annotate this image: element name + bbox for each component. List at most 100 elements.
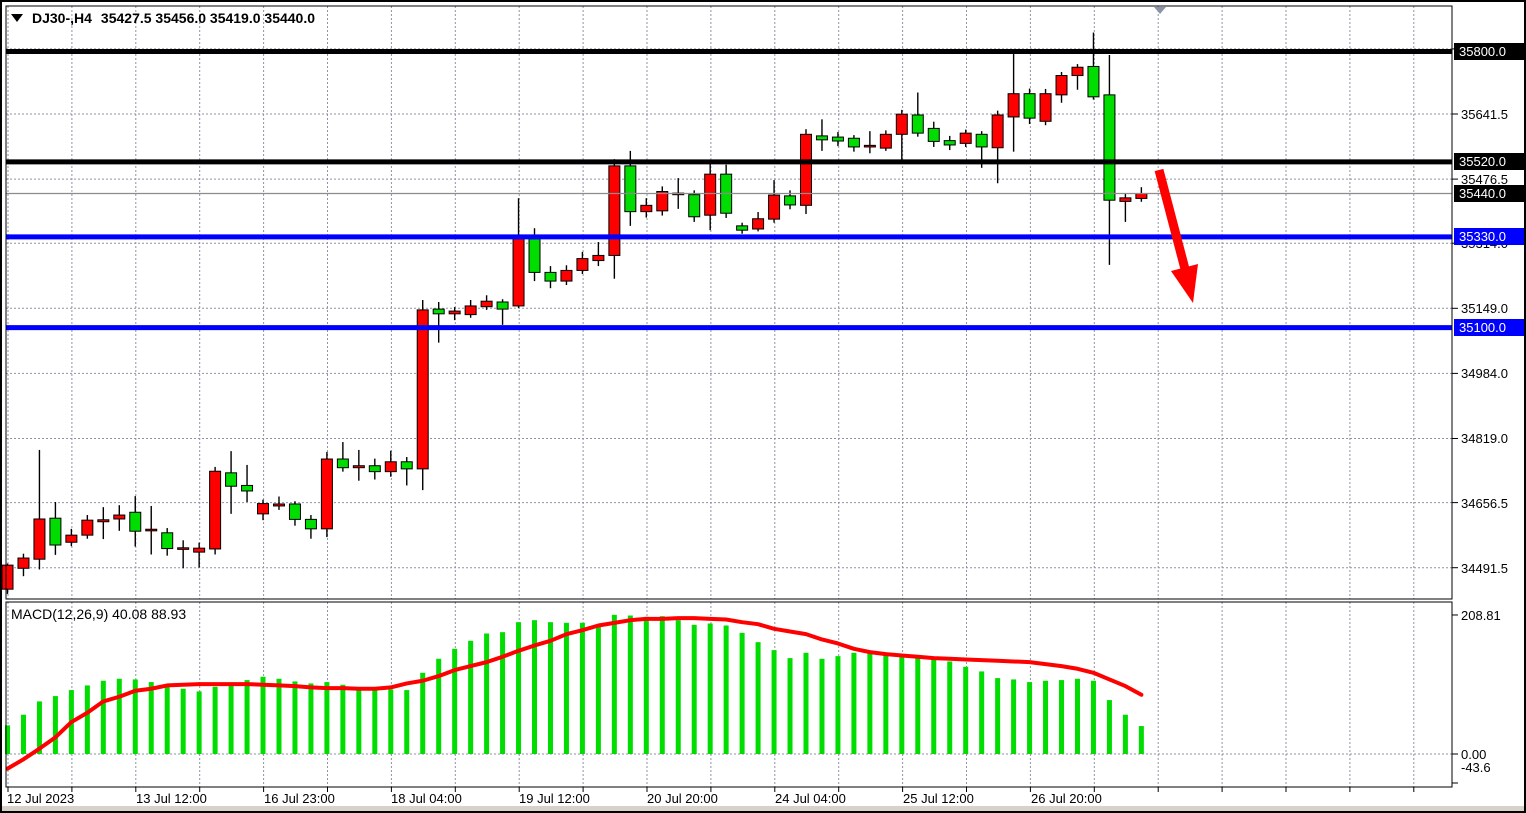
candle-up	[1119, 197, 1132, 202]
macd-histogram-bar	[1074, 678, 1080, 754]
macd-histogram-bar	[324, 682, 330, 754]
macd-histogram-bar	[20, 714, 26, 754]
candle-up	[352, 465, 365, 469]
macd-histogram-bar	[803, 652, 809, 754]
macd-histogram-bar	[1027, 682, 1033, 754]
candle-up	[879, 133, 892, 149]
macd-histogram-bar	[691, 624, 697, 754]
candle-up	[113, 514, 126, 520]
candle-down	[831, 136, 844, 142]
candle-up	[257, 503, 270, 515]
price-tick-label: 34656.5	[1461, 495, 1508, 511]
candle-up	[97, 519, 110, 523]
macd-histogram-bar	[931, 659, 937, 754]
candle-up	[863, 144, 876, 148]
price-tick-label: 34984.0	[1461, 366, 1508, 382]
macd-histogram-bar	[532, 620, 538, 754]
time-axis-label: 20 Jul 20:00	[647, 791, 718, 806]
macd-histogram-bar	[675, 620, 681, 754]
candle-up	[81, 519, 94, 536]
candle-up	[480, 300, 493, 308]
window-bottom-edge	[2, 806, 1524, 811]
candle-down	[1103, 94, 1116, 201]
macd-histogram-bar	[388, 689, 394, 754]
price-level-badge: 35440.0	[1454, 184, 1524, 202]
symbol-dropdown-triangle-icon[interactable]	[11, 14, 23, 22]
macd-histogram-bar	[867, 652, 873, 754]
chart-title: DJ30-,H4 35427.5 35456.0 35419.0 35440.0	[11, 10, 315, 26]
candle-down	[544, 271, 557, 282]
macd-histogram-bar	[84, 685, 90, 754]
candle-down	[975, 133, 988, 148]
candle-up	[209, 470, 222, 550]
candle-down	[911, 114, 924, 134]
macd-histogram-bar	[723, 625, 729, 754]
macd-indicator-label: MACD(12,26,9) 40.08 88.93	[11, 606, 187, 622]
macd-histogram-bar	[164, 686, 170, 754]
macd-histogram-bar	[787, 658, 793, 754]
candle-up	[592, 254, 605, 262]
macd-histogram-bar	[1059, 680, 1065, 754]
trend-arrow-shaft	[1154, 168, 1190, 271]
macd-signal-line	[5, 616, 1144, 771]
candle-up	[1039, 93, 1052, 122]
time-axis-label: 26 Jul 20:00	[1031, 791, 1102, 806]
macd-histogram-bar	[899, 656, 905, 754]
macd-histogram-bar	[611, 614, 617, 754]
macd-histogram-bar	[244, 680, 250, 754]
macd-histogram-bar	[516, 622, 522, 754]
macd-tick-label: -43.6	[1461, 760, 1491, 775]
price-level-badge: 35520.0	[1454, 153, 1524, 171]
macd-histogram-bar	[484, 633, 490, 754]
candle-down	[496, 301, 509, 310]
macd-histogram-bar	[963, 666, 969, 754]
period-marker-icon	[1154, 7, 1166, 14]
candle-down	[736, 225, 749, 231]
macd-histogram-bar	[1090, 680, 1096, 754]
price-level-badge: 35800.0	[1454, 42, 1524, 60]
price-tick-label: 34819.0	[1461, 431, 1508, 447]
macd-histogram-bar	[308, 683, 314, 754]
candle-up	[991, 114, 1004, 149]
macd-histogram-bar	[979, 671, 985, 754]
candle-up	[1071, 66, 1084, 77]
macd-histogram-bar	[707, 623, 713, 754]
macd-histogram-bar	[915, 658, 921, 754]
candle-up	[608, 165, 621, 256]
macd-histogram-bar	[835, 656, 841, 754]
candle-down	[1087, 65, 1100, 98]
macd-histogram-bar	[5, 725, 10, 754]
candle-up	[752, 218, 765, 230]
candle-down	[927, 127, 940, 142]
candle-up	[65, 534, 78, 543]
candle-down	[400, 461, 413, 470]
main-pane-border	[5, 5, 1453, 600]
down-arrow-icon[interactable]	[1171, 264, 1198, 303]
time-axis-label: 13 Jul 12:00	[136, 791, 207, 806]
macd-histogram-bar	[356, 687, 362, 754]
macd-histogram-bar	[995, 678, 1001, 754]
macd-histogram-bar	[292, 681, 298, 754]
candle-up	[1007, 93, 1020, 118]
macd-histogram-bar	[595, 625, 601, 754]
macd-histogram-bar	[1106, 700, 1112, 754]
candle-up	[193, 547, 206, 553]
candle-up	[560, 269, 573, 282]
candle-down	[943, 140, 956, 146]
candle-down	[304, 518, 317, 530]
candle-down	[815, 135, 828, 141]
symbol-period-label: DJ30-,H4	[32, 10, 92, 26]
time-axis-label: 16 Jul 23:00	[264, 791, 335, 806]
price-level-badge: 35100.0	[1454, 319, 1524, 337]
time-axis-label: 19 Jul 12:00	[519, 791, 590, 806]
price-tick-label: 34491.5	[1461, 560, 1508, 576]
macd-histogram-bar	[372, 688, 378, 754]
macd-histogram-bar	[420, 672, 426, 754]
candle-up	[33, 518, 46, 560]
candle-up	[320, 458, 333, 530]
price-tick-label: 35641.5	[1461, 107, 1508, 122]
macd-histogram-bar	[627, 615, 633, 754]
candle-up	[576, 258, 589, 271]
macd-histogram-bar	[180, 688, 186, 754]
